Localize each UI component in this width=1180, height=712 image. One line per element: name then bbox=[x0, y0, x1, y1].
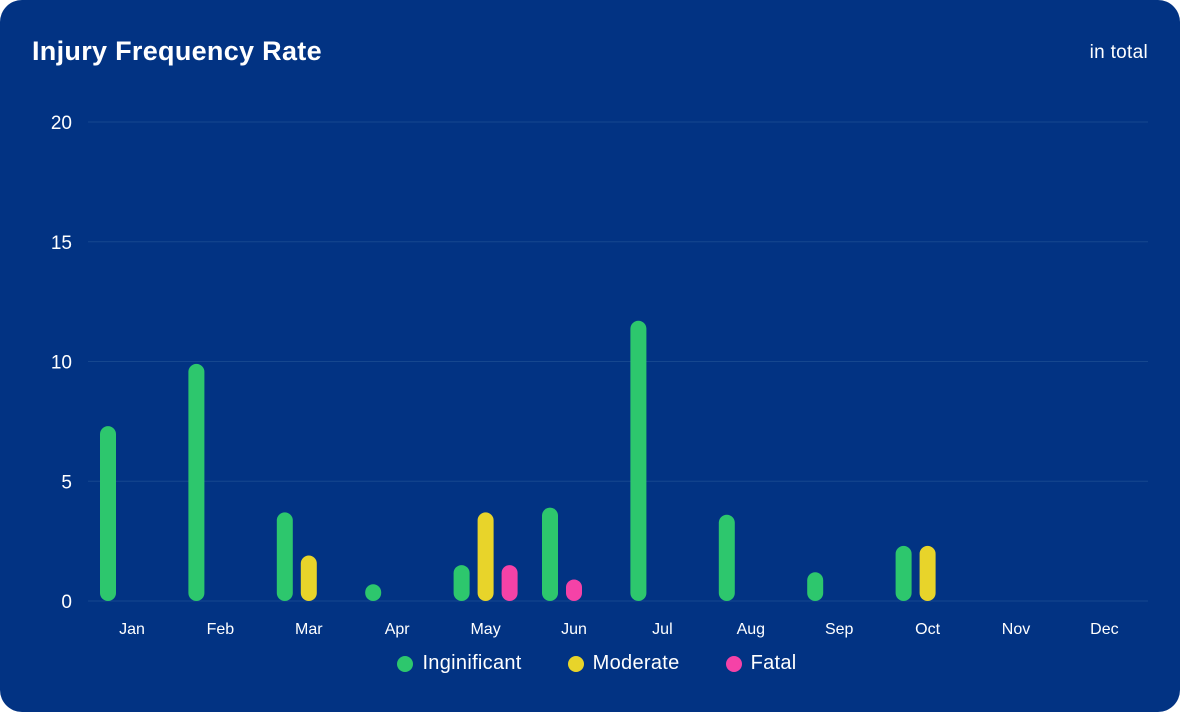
bar-inginificant-mar bbox=[276, 512, 293, 601]
legend-label: Inginificant bbox=[422, 652, 522, 674]
y-tick-label: 5 bbox=[61, 472, 72, 493]
legend-dot-icon bbox=[725, 655, 742, 672]
x-tick-label: Mar bbox=[295, 621, 323, 638]
bar-inginificant-jul bbox=[630, 320, 647, 601]
bar-moderate-mar bbox=[300, 555, 317, 601]
legend-item-fatal: Fatal bbox=[725, 652, 797, 675]
x-tick-label: Aug bbox=[737, 621, 765, 638]
y-tick-label: 0 bbox=[61, 592, 72, 613]
x-tick-label: Dec bbox=[1090, 621, 1118, 638]
x-tick-label: May bbox=[470, 621, 500, 638]
x-tick-label: Apr bbox=[385, 621, 411, 638]
bar-inginificant-apr bbox=[365, 584, 382, 601]
scope-label: in total bbox=[1089, 42, 1148, 63]
legend-item-inginificant: Inginificant bbox=[397, 652, 521, 675]
x-tick-label: Sep bbox=[825, 621, 854, 638]
bar-inginificant-sep bbox=[807, 572, 824, 601]
legend-label: Fatal bbox=[750, 652, 797, 674]
bar-moderate-oct bbox=[919, 545, 936, 601]
chart-legend: Inginificant Moderate Fatal bbox=[0, 652, 1180, 675]
bar-fatal-jun bbox=[566, 579, 582, 601]
legend-label: Moderate bbox=[592, 652, 680, 674]
bar-inginificant-aug bbox=[718, 514, 735, 601]
bar-fatal-may bbox=[501, 565, 518, 601]
bar-inginificant-may bbox=[453, 565, 470, 601]
x-tick-label: Jul bbox=[652, 621, 672, 638]
bar-inginificant-feb bbox=[188, 363, 205, 601]
bar-moderate-may bbox=[477, 512, 494, 601]
y-tick-label: 15 bbox=[51, 233, 72, 254]
bar-inginificant-jan bbox=[100, 426, 116, 601]
chart-title: Injury Frequency Rate bbox=[32, 36, 322, 66]
x-tick-label: Jun bbox=[561, 621, 587, 638]
bar-inginificant-jun bbox=[542, 507, 558, 601]
legend-dot-icon bbox=[567, 655, 584, 672]
y-tick-label: 10 bbox=[51, 353, 72, 374]
legend-item-moderate: Moderate bbox=[567, 652, 680, 675]
bar-inginificant-oct bbox=[895, 545, 912, 601]
x-tick-label: Oct bbox=[915, 621, 940, 638]
x-tick-label: Nov bbox=[1002, 621, 1030, 638]
x-tick-label: Jan bbox=[119, 621, 145, 638]
legend-dot-icon bbox=[397, 655, 414, 672]
y-tick-label: 20 bbox=[51, 113, 72, 134]
x-tick-label: Feb bbox=[207, 621, 235, 638]
